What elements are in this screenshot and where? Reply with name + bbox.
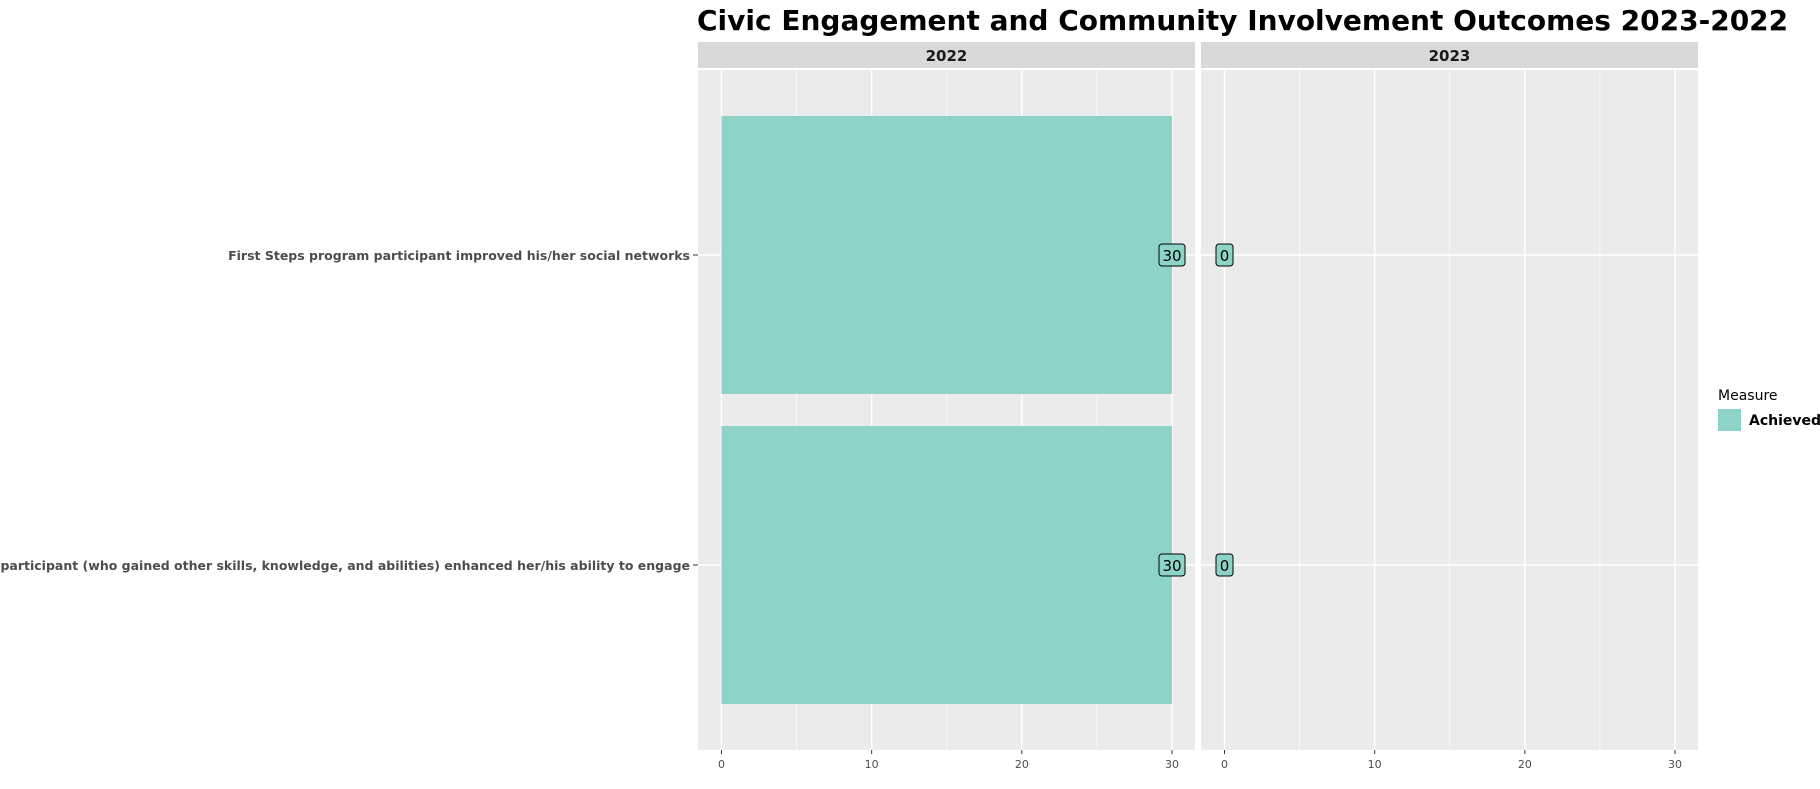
x-tick-label: 20 (1015, 758, 1029, 771)
x-tick-label: 30 (1165, 758, 1179, 771)
panels-layer: 2022 30 30 0 10 20 30 2023 0 0 0 10 20 30 (698, 42, 1698, 771)
facet-strip-label-2022: 2022 (926, 47, 968, 65)
x-tick-label: 30 (1668, 758, 1682, 771)
category-label-1: First Steps participant (who gained othe… (0, 558, 690, 573)
facet-strip-2022 (698, 42, 1195, 68)
legend-key-achieved (1718, 409, 1741, 431)
data-label-2023-1: 0 (1220, 557, 1230, 575)
data-label-2023-0: 0 (1220, 247, 1230, 265)
x-tick-label: 10 (865, 758, 879, 771)
category-axis: First Steps program participant improved… (0, 248, 698, 573)
category-label-0: First Steps program participant improved… (228, 248, 690, 263)
x-tick-label: 0 (1221, 758, 1228, 771)
x-tick-label: 0 (718, 758, 725, 771)
x-tick-label: 10 (1368, 758, 1382, 771)
panel-2022: 2022 30 30 0 10 20 30 (698, 42, 1195, 771)
data-label-box-2022-1 (1158, 553, 1186, 577)
facet-strip-label-2023: 2023 (1429, 47, 1471, 65)
data-label-2022-0: 30 (1162, 247, 1181, 265)
data-label-box-2022-0 (1158, 243, 1186, 267)
bar-2022-0 (721, 116, 1172, 394)
data-label-box-2023-1 (1215, 553, 1234, 577)
legend: Measure Achieved (1718, 388, 1820, 431)
data-label-2022-1: 30 (1162, 557, 1181, 575)
bar-2022-1 (721, 426, 1172, 704)
chart-title: Civic Engagement and Community Involveme… (697, 4, 1788, 37)
legend-title: Measure (1718, 388, 1778, 404)
legend-label-achieved: Achieved (1749, 413, 1820, 429)
panel-2023: 2023 0 0 0 10 20 30 (1201, 42, 1698, 771)
data-label-box-2023-0 (1215, 243, 1234, 267)
facet-strip-2023 (1201, 42, 1698, 68)
x-tick-label: 20 (1518, 758, 1532, 771)
